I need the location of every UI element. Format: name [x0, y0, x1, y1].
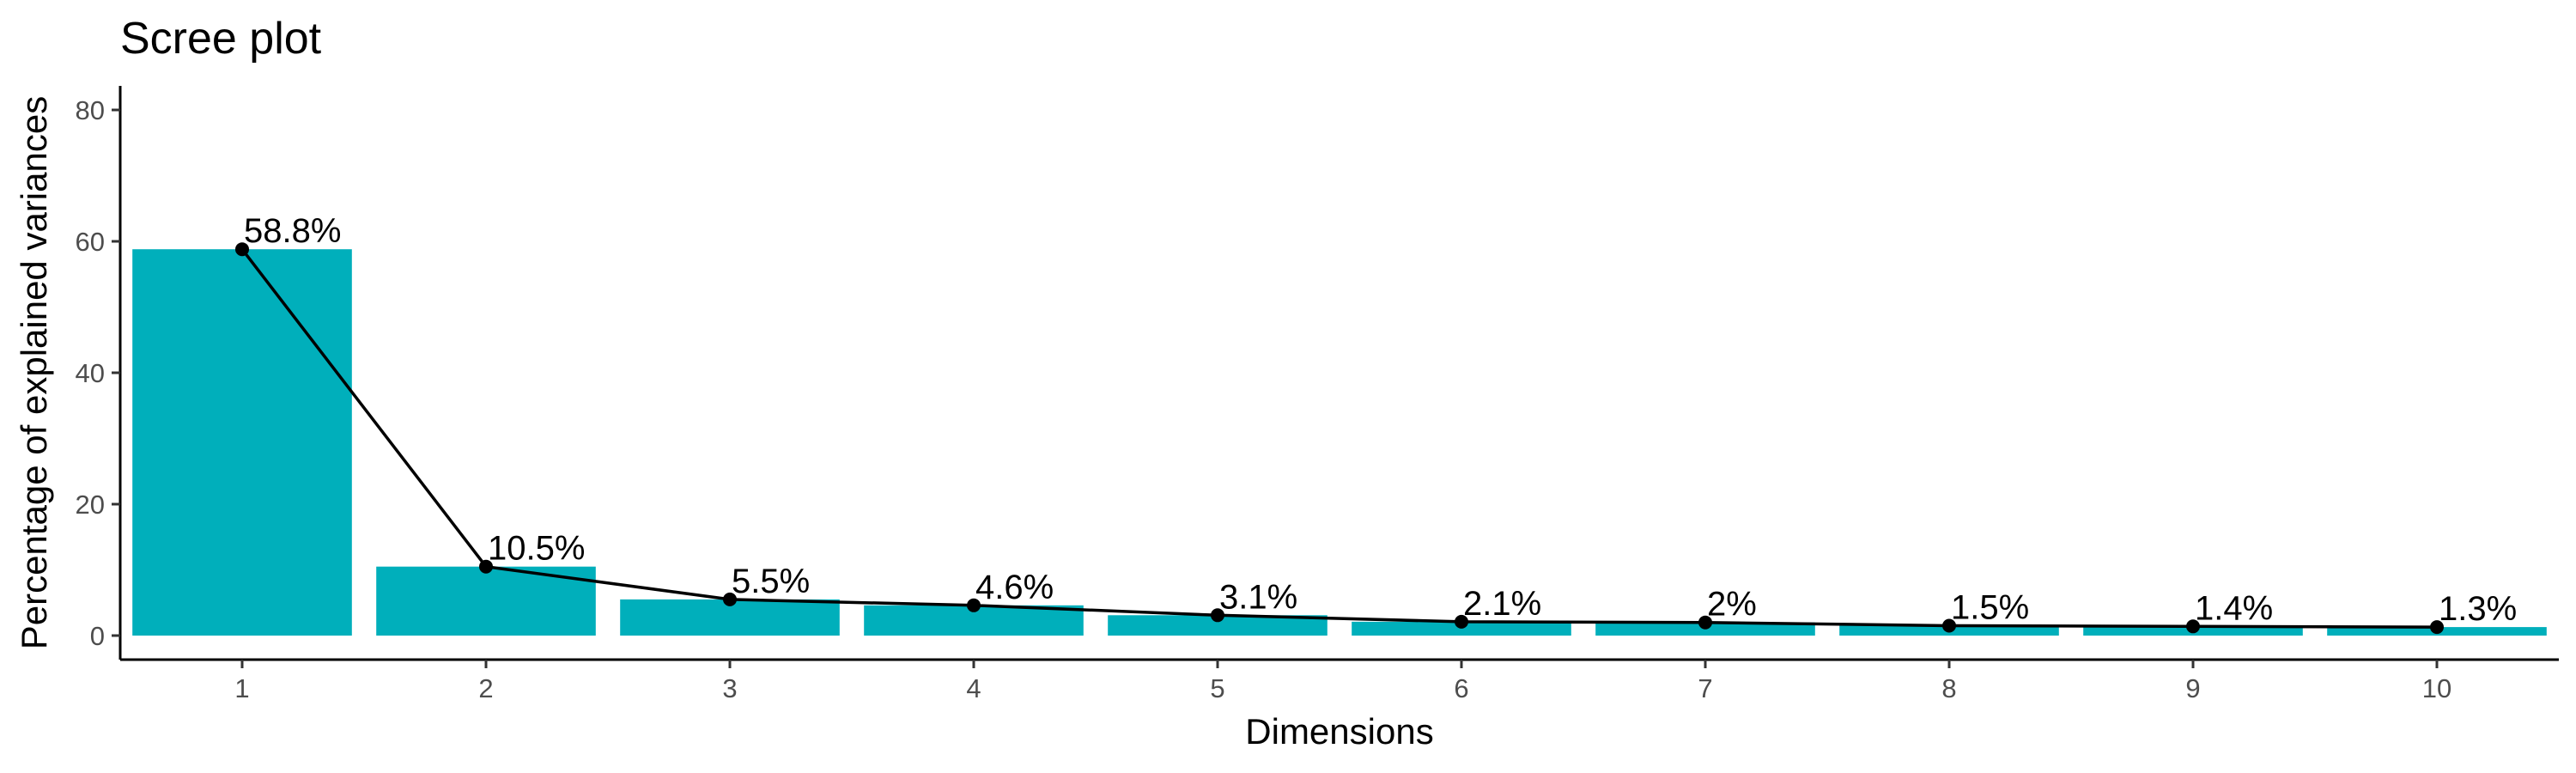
y-tick-label-40: 40: [76, 358, 105, 388]
point-dim-7: [1698, 615, 1712, 630]
x-tick-label-9: 9: [2185, 673, 2200, 703]
x-tick-label-5: 5: [1210, 673, 1224, 703]
x-tick-label-2: 2: [478, 673, 493, 703]
data-label-dim-10: 1.3%: [2439, 590, 2517, 628]
y-tick-label-0: 0: [90, 621, 105, 651]
data-label-dim-8: 1.5%: [1951, 589, 2029, 627]
x-tick-label-7: 7: [1698, 673, 1712, 703]
bar-dim-6: [1352, 621, 1571, 636]
x-tick-label-4: 4: [966, 673, 981, 703]
data-label-dim-5: 3.1%: [1219, 578, 1297, 616]
variance-line: [240, 248, 2438, 629]
variance-line-group: [240, 248, 2438, 629]
point-dim-5: [1211, 608, 1224, 623]
point-dim-8: [1942, 618, 1956, 633]
plot-area: 58.8% 10.5% 5.5% 4.6% 3.1% 2.1% 2% 1.5% 1.4% 1.3%: [132, 212, 2547, 636]
data-label-dim-1: 58.8%: [244, 212, 341, 250]
x-tick-label-1: 1: [234, 673, 249, 703]
data-label-dim-4: 4.6%: [975, 569, 1054, 606]
y-tick-label-80: 80: [76, 95, 105, 125]
data-label-dim-3: 5.5%: [732, 563, 810, 600]
data-label-dim-7: 2%: [1707, 586, 1757, 624]
point-dim-9: [2186, 619, 2200, 634]
points-group: [235, 242, 2444, 635]
point-dim-2: [479, 559, 493, 574]
point-dim-1: [235, 242, 249, 257]
x-tick-label-3: 3: [722, 673, 737, 703]
y-tick-label-60: 60: [76, 227, 105, 257]
data-label-dim-6: 2.1%: [1463, 585, 1541, 623]
chart-title: Scree plot: [120, 14, 322, 64]
bar-dim-5: [1108, 615, 1327, 636]
bar-dim-1: [132, 249, 352, 636]
data-label-dim-9: 1.4%: [2195, 589, 2273, 627]
y-axis-title: Percentage of explained variances: [14, 96, 54, 649]
bar-dim-2: [376, 566, 596, 636]
data-labels-group: 58.8% 10.5% 5.5% 4.6% 3.1% 2.1% 2% 1.5% 1.4% 1.3%: [244, 212, 2517, 628]
axes-group: 0 20 40 60 80 1 2 3 4 5 6 7 8 9 10: [76, 86, 2559, 703]
point-dim-4: [967, 598, 981, 612]
data-label-dim-2: 10.5%: [488, 530, 585, 568]
x-tick-label-6: 6: [1454, 673, 1468, 703]
x-tick-label-10: 10: [2422, 673, 2451, 703]
point-dim-10: [2430, 620, 2444, 635]
bars-group: [132, 249, 2547, 636]
point-dim-3: [723, 592, 737, 606]
x-tick-label-8: 8: [1941, 673, 1956, 703]
x-axis-title: Dimensions: [1245, 711, 1433, 752]
y-tick-label-20: 20: [76, 490, 105, 520]
point-dim-6: [1455, 614, 1468, 629]
